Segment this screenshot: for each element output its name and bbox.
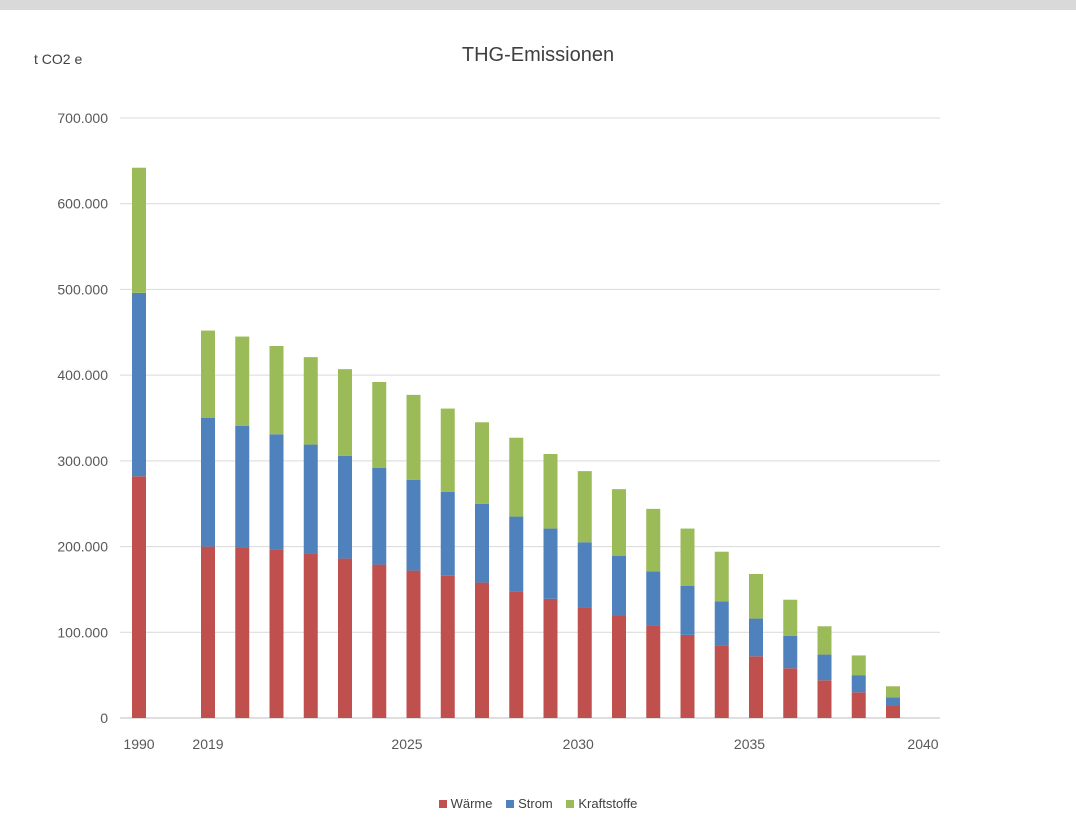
bar-waerme-2036 xyxy=(783,668,798,718)
bar-kraftstoffe-2026 xyxy=(440,408,455,492)
bar-strom-2025 xyxy=(406,479,421,571)
x-tick-label: 2030 xyxy=(563,736,594,752)
bar-strom-2036 xyxy=(783,635,798,669)
bar-waerme-2027 xyxy=(475,582,489,718)
bar-strom-2039 xyxy=(886,697,900,706)
bar-strom-2038 xyxy=(851,675,866,693)
bar-kraftstoffe-2022 xyxy=(303,357,318,445)
bar-kraftstoffe-2020 xyxy=(235,336,250,426)
legend-swatch-kraftstoffe xyxy=(566,799,575,808)
bar-waerme-2030 xyxy=(577,607,592,718)
bar-waerme-2032 xyxy=(646,625,661,718)
x-tick-label: 2040 xyxy=(907,736,938,752)
bar-waerme-1990 xyxy=(132,476,146,718)
bar-strom-2019 xyxy=(201,418,215,547)
bar-kraftstoffe-2030 xyxy=(577,471,592,543)
bar-waerme-2035 xyxy=(749,656,763,718)
bar-waerme-2033 xyxy=(680,634,695,718)
bar-strom-1990 xyxy=(132,292,146,477)
bar-waerme-2023 xyxy=(338,558,352,718)
bar-kraftstoffe-2039 xyxy=(886,686,900,698)
chart-title: THG-Emissionen xyxy=(461,44,615,66)
bar-kraftstoffe-2023 xyxy=(338,369,352,456)
bar-kraftstoffe-2034 xyxy=(714,551,729,602)
bar-kraftstoffe-2021 xyxy=(269,346,284,435)
bar-waerme-2029 xyxy=(543,598,558,718)
bar-kraftstoffe-2024 xyxy=(372,382,387,468)
bar-strom-2035 xyxy=(749,618,763,657)
bar-kraftstoffe-2019 xyxy=(201,330,215,418)
bar-waerme-2020 xyxy=(235,547,250,718)
bar-strom-2032 xyxy=(646,571,661,626)
x-tick-label: 2019 xyxy=(192,736,223,752)
legend-swatch-strom xyxy=(506,799,515,808)
y-tick-label: 0 xyxy=(100,710,108,726)
bar-waerme-2019 xyxy=(201,546,215,718)
x-tick-label: 2035 xyxy=(734,736,765,752)
bar-strom-2023 xyxy=(338,455,352,559)
y-axis-unit-label: t CO2 e xyxy=(34,51,83,67)
y-tick-label: 200.000 xyxy=(57,539,108,555)
bar-waerme-2039 xyxy=(886,706,900,718)
bar-strom-2020 xyxy=(235,425,250,548)
bar-kraftstoffe-2032 xyxy=(646,508,661,572)
y-tick-label: 100.000 xyxy=(57,624,108,640)
bar-strom-2021 xyxy=(269,434,284,550)
legend-item-strom: Strom xyxy=(506,796,553,811)
bar-strom-2030 xyxy=(577,542,592,608)
bar-strom-2033 xyxy=(680,586,695,635)
bar-waerme-2037 xyxy=(817,680,832,718)
bar-kraftstoffe-2031 xyxy=(612,489,626,556)
bar-kraftstoffe-2038 xyxy=(851,655,866,676)
bar-waerme-2031 xyxy=(612,616,626,718)
bar-strom-2028 xyxy=(509,516,524,592)
window-top-strip xyxy=(0,0,1076,10)
legend-label-waerme: Wärme xyxy=(450,796,493,811)
y-tick-label: 500.000 xyxy=(57,281,108,297)
bar-strom-2031 xyxy=(612,556,626,616)
bar-waerme-2028 xyxy=(509,591,524,718)
bar-strom-2026 xyxy=(440,491,455,576)
y-tick-label: 600.000 xyxy=(57,196,108,212)
legend-label-kraftstoffe: Kraftstoffe xyxy=(578,796,638,811)
chart-legend: Wärme Strom Kraftstoffe xyxy=(0,796,1076,811)
bar-waerme-2034 xyxy=(714,645,729,718)
bar-waerme-2024 xyxy=(372,564,387,718)
x-tick-label: 2025 xyxy=(391,736,422,752)
bar-kraftstoffe-2027 xyxy=(475,422,489,504)
bar-waerme-2026 xyxy=(440,575,455,718)
bar-kraftstoffe-2028 xyxy=(509,437,524,517)
bar-kraftstoffe-2037 xyxy=(817,626,832,655)
bar-waerme-2022 xyxy=(303,553,318,718)
bar-waerme-2021 xyxy=(269,549,284,718)
legend-item-kraftstoffe: Kraftstoffe xyxy=(566,796,637,811)
bar-kraftstoffe-2035 xyxy=(749,574,763,619)
bar-kraftstoffe-2025 xyxy=(406,394,421,480)
y-tick-label: 700.000 xyxy=(57,110,108,126)
bar-kraftstoffe-2029 xyxy=(543,454,558,529)
bar-kraftstoffe-2033 xyxy=(680,528,695,586)
bar-strom-2034 xyxy=(714,601,729,646)
y-tick-label: 400.000 xyxy=(57,367,108,383)
bar-kraftstoffe-2036 xyxy=(783,599,798,636)
bar-strom-2029 xyxy=(543,528,558,599)
legend-item-waerme: Wärme xyxy=(438,796,493,811)
bar-waerme-2038 xyxy=(851,692,866,718)
bar-strom-2027 xyxy=(475,503,489,583)
bar-strom-2024 xyxy=(372,467,387,565)
legend-swatch-waerme xyxy=(438,799,447,808)
bar-strom-2022 xyxy=(303,444,318,554)
x-tick-label: 1990 xyxy=(123,736,154,752)
y-tick-label: 300.000 xyxy=(57,453,108,469)
legend-label-strom: Strom xyxy=(518,796,553,811)
bar-waerme-2025 xyxy=(406,570,421,718)
bar-kraftstoffe-1990 xyxy=(132,167,146,293)
bar-strom-2037 xyxy=(817,654,832,681)
